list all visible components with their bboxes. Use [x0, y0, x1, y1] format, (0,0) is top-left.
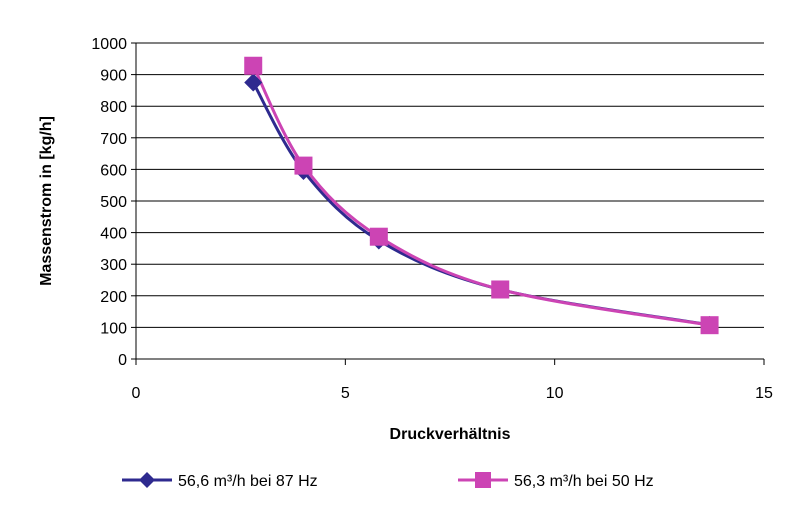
legend-marker-diamond [139, 472, 155, 488]
legend-marker-square [475, 472, 491, 488]
y-tick-label-800: 800 [100, 99, 127, 116]
series-line-1 [251, 81, 710, 327]
legend-label-series-1: 56,6 m³/h bei 87 Hz [178, 473, 318, 490]
y-tick-label-400: 400 [100, 226, 127, 243]
x-tick-label-5: 5 [341, 385, 350, 402]
series-line-2 [251, 65, 710, 327]
legend-item-series-2: 56,3 m³/h bei 50 Hz [458, 472, 654, 490]
data-point-series-1-0 [244, 73, 263, 92]
series-lines [251, 65, 710, 327]
x-tick-labels: 0 5 10 15 [132, 385, 773, 402]
y-axis-title: Massenstrom in [kg/h] [38, 116, 55, 286]
x-axis-title: Druckverhältnis [390, 426, 511, 443]
y-tick-label-100: 100 [100, 320, 127, 337]
data-point-series-2-4 [700, 316, 719, 335]
legend-label-series-2: 56,3 m³/h bei 50 Hz [514, 473, 654, 490]
y-tick-label-1000: 1000 [91, 36, 127, 53]
grid-lines [136, 42, 764, 328]
y-tick-labels: 0 100 200 300 400 500 600 700 800 900 1000 [91, 36, 127, 369]
data-point-series-2-1 [294, 156, 313, 175]
data-point-series-2-2 [369, 227, 388, 246]
x-tick-label-10: 10 [546, 385, 564, 402]
y-tick-label-0: 0 [118, 352, 127, 369]
y-tick-label-600: 600 [100, 162, 127, 179]
x-tick-label-0: 0 [132, 385, 141, 402]
data-point-series-2-3 [491, 280, 510, 299]
legend-item-series-1: 56,6 m³/h bei 87 Hz [122, 472, 318, 490]
x-tick-label-15: 15 [755, 385, 773, 402]
data-point-series-2-0 [244, 56, 263, 75]
y-tick-label-300: 300 [100, 257, 127, 274]
y-tick-label-700: 700 [100, 131, 127, 148]
y-tick-label-900: 900 [100, 68, 127, 85]
y-tick-label-500: 500 [100, 194, 127, 211]
series-markers [244, 56, 719, 335]
legend: 56,6 m³/h bei 87 Hz 56,3 m³/h bei 50 Hz [122, 472, 654, 490]
y-tick-label-200: 200 [100, 289, 127, 306]
axes [131, 42, 765, 365]
